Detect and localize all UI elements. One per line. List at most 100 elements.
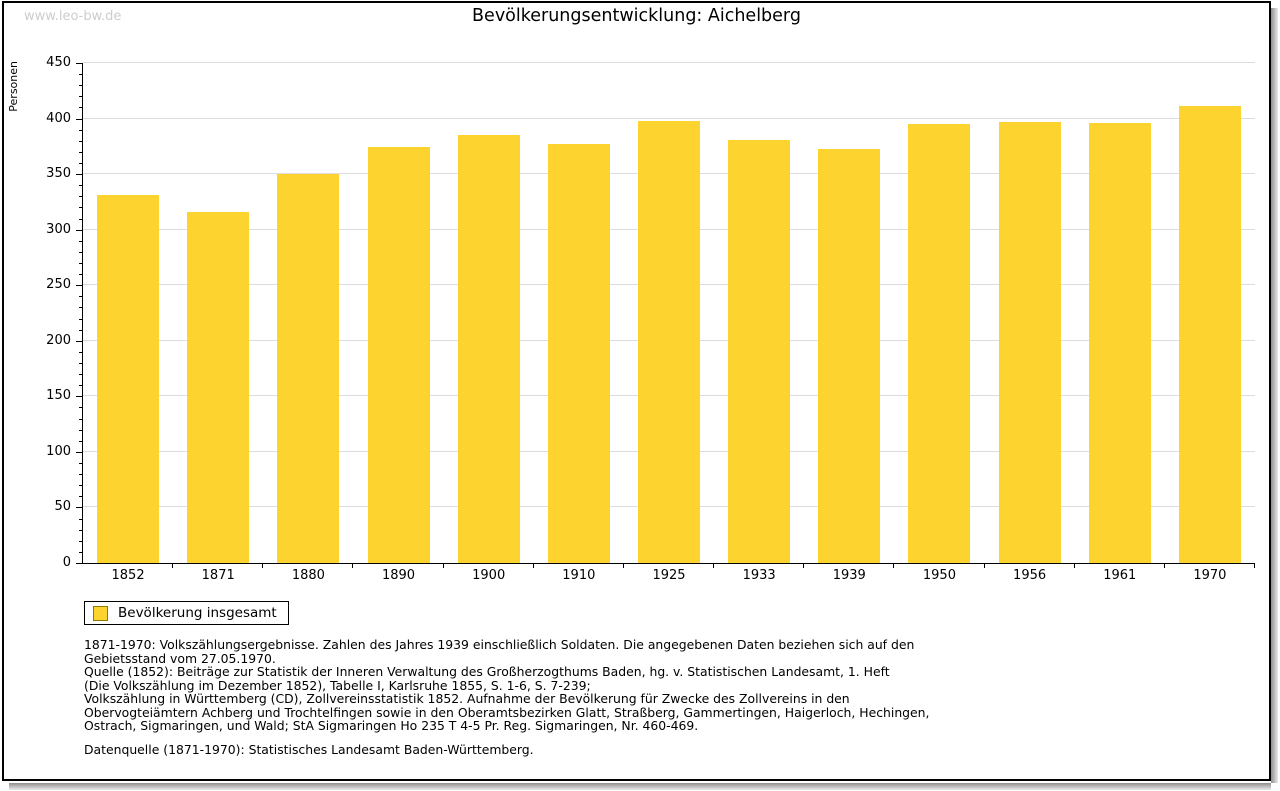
y-minor-tick [79,385,83,387]
x-boundary-tick [622,563,624,568]
y-minor-tick [79,529,83,531]
y-minor-tick [79,196,83,198]
y-minor-tick [79,418,83,420]
y-major-tick [76,340,83,342]
note-line: Ostrach, Sigmaringen, und Wald; StA Sigm… [84,718,699,733]
y-major-tick [76,507,83,509]
y-tick-label: 100 [46,443,71,459]
bar [277,174,340,563]
x-tick-label: 1852 [111,568,145,583]
y-minor-tick [79,496,83,498]
y-minor-tick [79,518,83,520]
gridline [83,62,1255,63]
y-minor-tick [79,474,83,476]
x-tick-label: 1910 [562,568,596,583]
y-minor-tick [79,107,83,109]
y-tick-label: 350 [46,166,71,182]
x-boundary-tick [983,563,985,568]
x-boundary-tick [713,563,715,568]
x-boundary-tick [1073,563,1075,568]
y-minor-tick [79,440,83,442]
x-tick-label: 1925 [652,568,686,583]
frame-shadow-right [1271,8,1278,783]
y-tick-label: 150 [46,388,71,404]
x-boundary-tick [442,563,444,568]
y-tick-label: 0 [62,555,71,570]
y-minor-tick [79,151,83,153]
y-axis-title: Personen [7,61,20,112]
y-minor-tick [79,218,83,220]
gridline [83,117,1255,119]
datenquelle-line: Datenquelle (1871-1970): Statistisches L… [84,742,534,757]
plot-area: 0 50 100 150 200 250 300 350 400 450 1852 1871 1880 1… [46,56,1255,583]
y-major-tick [76,174,83,176]
y-minor-tick [79,296,83,298]
bar [1178,106,1241,563]
y-major-tick [76,563,83,564]
bar [367,147,430,563]
bar [547,144,610,563]
y-minor-tick [79,551,83,553]
frame-shadow-bottom [9,783,1271,790]
x-tick-label: 1939 [832,568,866,583]
legend-label: Bevölkerung insgesamt [118,605,277,621]
y-tick-label: 450 [46,55,71,70]
y-major-tick [76,451,83,453]
x-boundary-tick [803,563,805,568]
note-line: (Die Volkszählung im Dezember 1852), Tab… [84,677,591,693]
x-boundary-tick [352,563,354,568]
y-minor-tick [79,74,83,76]
x-tick-label: 1933 [742,568,776,583]
x-tick-label: 1880 [291,568,325,583]
y-tick-label: 250 [46,277,71,293]
watermark: www.leo-bw.de [24,9,122,24]
x-boundary-tick [893,563,895,568]
bar [187,211,250,563]
x-boundary-tick [172,563,174,568]
y-minor-tick [79,263,83,264]
y-minor-tick [79,485,83,487]
note-line: Quelle (1852): Beiträge zur Statistik de… [84,664,890,679]
x-tick-label: 1890 [381,568,416,583]
bar [998,121,1061,563]
x-tick-label: 1961 [1103,568,1137,583]
bar [1088,123,1151,563]
y-major-tick [76,118,83,120]
y-major-tick [76,285,83,287]
y-minor-tick [79,407,83,409]
y-minor-tick [79,540,83,542]
y-minor-tick [79,274,83,276]
y-minor-tick [79,163,83,164]
note-line: Volkszählung in Württemberg (CD), Zollve… [84,691,850,706]
bar [457,135,520,563]
y-major-tick [76,396,83,398]
x-tick-label: 1871 [201,568,235,583]
x-tick-label: 1970 [1193,568,1227,583]
bar [638,120,700,563]
bar [728,139,791,563]
y-minor-tick [79,185,83,187]
note-line: 1871-1970: Volkszählungsergebnisse. Zahl… [84,637,915,652]
page-frame: www.leo-bw.de Bevölkerungsentwicklung: A… [2,1,1271,781]
bar [818,148,881,563]
chart-title: Bevölkerungsentwicklung: Aichelberg [472,6,801,26]
y-minor-tick [79,129,83,131]
y-minor-tick [79,96,83,98]
x-tick-label: 1950 [922,568,956,583]
y-tick-label: 200 [46,332,71,348]
x-tick-label: 1956 [1013,568,1047,583]
y-minor-tick [79,374,83,376]
notes-paragraph: 1871-1970: Volkszählungsergebnisse. Zahl… [84,638,929,733]
y-minor-tick [79,318,83,320]
y-major-tick [76,229,83,231]
y-minor-tick [79,351,83,353]
x-tick-label: 1900 [472,568,506,583]
y-minor-tick [79,251,83,253]
x-boundary-tick [262,563,264,568]
legend-swatch-icon [93,605,108,621]
y-tick-label: 300 [46,221,71,237]
y-minor-tick [79,240,83,242]
bar [908,124,971,563]
y-minor-tick [79,140,83,142]
y-minor-tick [79,85,83,87]
